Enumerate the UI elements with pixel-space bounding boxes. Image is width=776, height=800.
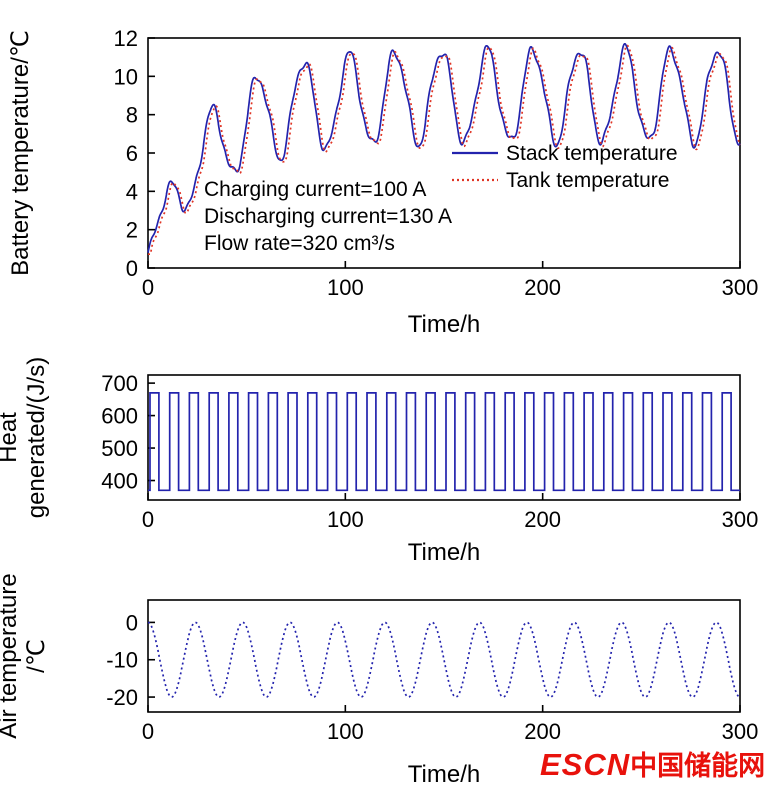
y-tick-label: 600 bbox=[101, 404, 138, 429]
annotation-line: Flow rate=320 cm³/s bbox=[204, 232, 395, 255]
y-axis-label: Heat bbox=[0, 412, 22, 463]
axes-box bbox=[147, 599, 741, 713]
y-tick-label: 700 bbox=[101, 371, 138, 396]
y-tick-label: 0 bbox=[126, 256, 138, 281]
x-tick-label: 300 bbox=[722, 507, 759, 532]
logo-escn-text: ESCN bbox=[540, 747, 631, 782]
series-stack-temperature bbox=[147, 42, 741, 253]
x-tick-label: 0 bbox=[142, 507, 154, 532]
y-tick-label: 10 bbox=[114, 64, 138, 89]
x-tick-label: 0 bbox=[142, 719, 154, 744]
y-tick-label: -10 bbox=[106, 648, 138, 673]
annotation-line: Charging current=100 A bbox=[204, 178, 426, 201]
chart-0: 0 100 200 300 0 2 4 6 8 10 12 Time/h Battery tempera… bbox=[7, 26, 758, 338]
x-tick-label: 300 bbox=[722, 719, 759, 744]
x-axis-label: Time/h bbox=[408, 311, 480, 338]
y-axis-label: Battery temperature/℃ bbox=[7, 30, 34, 276]
x-tick-label: 100 bbox=[327, 719, 364, 744]
series-heat-generated bbox=[148, 392, 740, 492]
x-tick-label: 200 bbox=[524, 507, 561, 532]
y-tick-label: -20 bbox=[106, 685, 138, 710]
y-tick-label: 500 bbox=[101, 436, 138, 461]
axes-box bbox=[147, 374, 741, 501]
legend-label: Stack temperature bbox=[506, 142, 678, 165]
x-tick-label: 100 bbox=[327, 275, 364, 300]
escn-logo: ESCN中国储能网 bbox=[540, 748, 765, 788]
y-tick-label: 6 bbox=[126, 141, 138, 166]
y-axis-label: generated/(J/s) bbox=[23, 357, 50, 518]
x-tick-label: 0 bbox=[142, 275, 154, 300]
x-tick-label: 200 bbox=[524, 719, 561, 744]
x-axis-label: Time/h bbox=[408, 761, 480, 788]
y-axis-label: /℃ bbox=[23, 639, 50, 673]
chart-1: 0 100 200 300 400 500 600 700 Time/h Heat generate… bbox=[0, 357, 758, 566]
y-tick-label: 12 bbox=[114, 26, 138, 51]
y-tick-label: 4 bbox=[126, 179, 138, 204]
series-air-temperature bbox=[147, 621, 741, 698]
y-tick-label: 400 bbox=[101, 469, 138, 494]
chart-2: 0 100 200 300 0 -10 -20 Time/h Air temperature/℃ bbox=[0, 573, 758, 788]
x-axis-label: Time/h bbox=[408, 539, 480, 566]
x-tick-label: 300 bbox=[722, 275, 759, 300]
y-axis-label: Air temperature bbox=[0, 573, 22, 738]
x-tick-label: 200 bbox=[524, 275, 561, 300]
legend-label: Tank temperature bbox=[506, 169, 669, 192]
annotation-line: Discharging current=130 A bbox=[204, 205, 452, 228]
y-tick-label: 8 bbox=[126, 103, 138, 128]
y-tick-label: 2 bbox=[126, 218, 138, 243]
x-tick-label: 100 bbox=[327, 507, 364, 532]
y-tick-label: 0 bbox=[126, 610, 138, 635]
logo-cn-text: 中国储能网 bbox=[630, 751, 766, 781]
